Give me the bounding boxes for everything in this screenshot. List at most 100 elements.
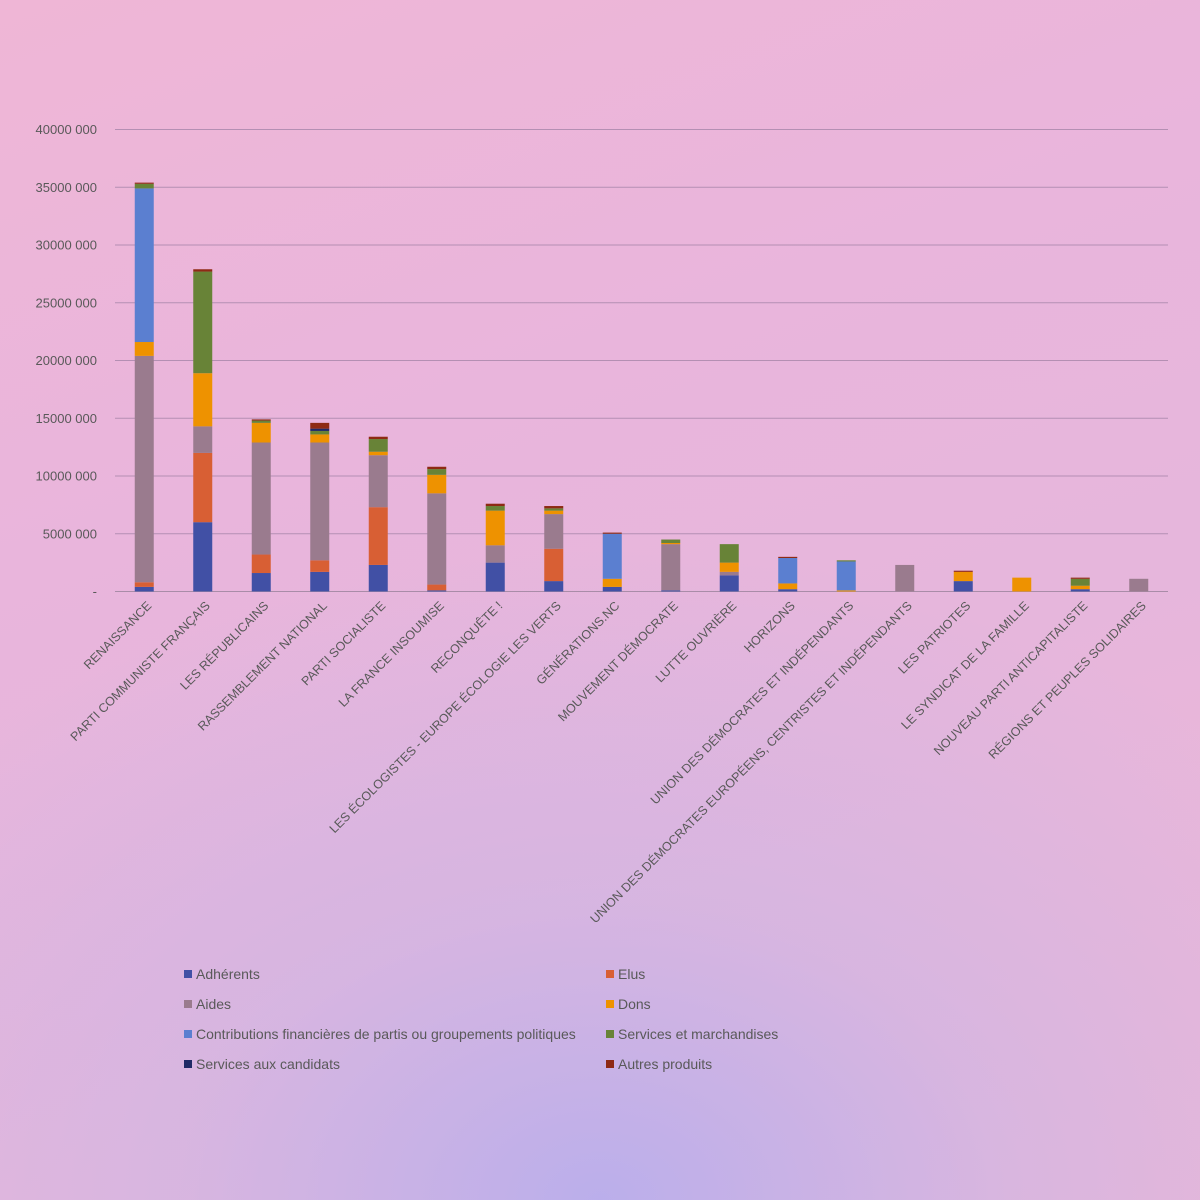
bar-segment: [836, 561, 856, 591]
bar-segment: [661, 544, 681, 591]
bar-segment: [836, 560, 856, 562]
bar-segment: [544, 581, 564, 592]
bar-segment: [485, 510, 505, 546]
bar-segment: [193, 522, 213, 592]
bar-segment: [134, 182, 154, 184]
bar-segment: [544, 548, 564, 582]
bar-segment: [251, 442, 271, 555]
y-axis-tick-labels: - 5000 000 10000 000 15000 000 20000 000 2500…: [36, 122, 97, 599]
bar-segment: [778, 583, 798, 590]
bar-segment: [953, 581, 973, 592]
y-tick-label: 10000 000: [36, 469, 97, 484]
x-tick-label: HORIZONS: [741, 599, 798, 656]
legend-label: Contributions financières de partis ou g…: [196, 1026, 576, 1042]
y-tick-label: 25000 000: [36, 295, 97, 310]
bar-segment: [544, 508, 564, 511]
bar-segment: [485, 503, 505, 507]
y-tick-label: -: [93, 584, 97, 599]
bar-segment: [602, 533, 622, 579]
bar-segment: [310, 571, 330, 592]
bar-segment: [895, 564, 915, 592]
bar-segment: [778, 556, 798, 559]
legend-swatch: [606, 970, 614, 978]
bar-segment: [719, 562, 739, 572]
x-tick-label: MOUVEMENT DÉMOCRATE: [555, 598, 681, 724]
bar-segment: [1070, 585, 1090, 590]
bar-segment: [368, 507, 388, 565]
bar-segment: [251, 420, 271, 423]
bar-segment: [251, 419, 271, 421]
bar-segment: [602, 586, 622, 592]
x-tick-label: RASSEMBLEMENT NATIONAL: [195, 599, 330, 734]
bar-segment: [368, 564, 388, 592]
bar-segment: [836, 590, 856, 592]
bar-segment: [544, 510, 564, 515]
legend-item: Adhérents: [184, 966, 260, 982]
y-tick-label: 30000 000: [36, 238, 97, 253]
bar-segment: [427, 493, 447, 585]
bar-segment: [544, 506, 564, 509]
legend-item: Contributions financières de partis ou g…: [184, 1026, 576, 1042]
bar-segment: [193, 269, 213, 272]
bar-segment: [193, 373, 213, 427]
bars: [134, 182, 1149, 592]
bar-segment: [310, 430, 330, 435]
bar-segment: [1012, 577, 1032, 592]
bar-segment: [719, 571, 739, 576]
y-tick-label: 20000 000: [36, 353, 97, 368]
legend-item: Dons: [606, 996, 651, 1012]
bar-segment: [251, 422, 271, 443]
bar-segment: [544, 514, 564, 549]
bar-segment: [427, 584, 447, 591]
bar-segment: [134, 355, 154, 583]
legend-swatch: [184, 1060, 192, 1068]
bar-segment: [719, 544, 739, 563]
bar-segment: [602, 532, 622, 534]
bar-segment: [368, 455, 388, 508]
legend-swatch: [184, 1030, 192, 1038]
y-tick-label: 35000 000: [36, 180, 97, 195]
bar-segment: [134, 188, 154, 343]
legend-swatch: [184, 970, 192, 978]
bar-segment: [661, 539, 681, 543]
legend-label: Services aux candidats: [196, 1056, 340, 1072]
legend-swatch: [184, 1000, 192, 1008]
legend-item: Services aux candidats: [184, 1056, 340, 1072]
legend-item: Services et marchandises: [606, 1026, 778, 1042]
bar-segment: [485, 506, 505, 511]
gridlines: [115, 129, 1168, 592]
legend-item: Autres produits: [606, 1056, 712, 1072]
bar-segment: [485, 545, 505, 563]
bar-segment: [310, 422, 330, 429]
legend-label: Autres produits: [618, 1056, 713, 1072]
legend-label: Aides: [196, 996, 232, 1012]
legend-swatch: [606, 1000, 614, 1008]
bar-segment: [310, 428, 330, 431]
bar-segment: [368, 451, 388, 456]
bar-segment: [719, 575, 739, 592]
bar-segment: [251, 554, 271, 574]
bar-segment: [427, 466, 447, 470]
bar-segment: [251, 573, 271, 592]
x-tick-label: UNION DES DÉMOCRATES ET INDÉPENDANTS: [647, 598, 856, 807]
x-tick-label: LE SYNDICAT DE LA FAMILLE: [899, 599, 1032, 732]
bar-segment: [1070, 577, 1090, 579]
bar-segment: [778, 558, 798, 584]
bar-segment: [1070, 589, 1090, 592]
y-tick-label: 40000 000: [36, 122, 97, 137]
legend-label: Dons: [618, 996, 651, 1012]
bar-segment: [134, 183, 154, 189]
bar-segment: [953, 571, 973, 582]
bar-segment: [134, 342, 154, 356]
bar-segment: [1129, 578, 1149, 592]
legend-label: Elus: [618, 966, 646, 982]
x-tick-label: LA FRANCE INSOUMISE: [336, 599, 447, 710]
bar-segment: [368, 436, 388, 440]
bar-segment: [427, 590, 447, 592]
bar-segment: [427, 469, 447, 475]
bar-segment: [368, 439, 388, 452]
bar-segment: [661, 542, 681, 545]
legend-swatch: [606, 1060, 614, 1068]
